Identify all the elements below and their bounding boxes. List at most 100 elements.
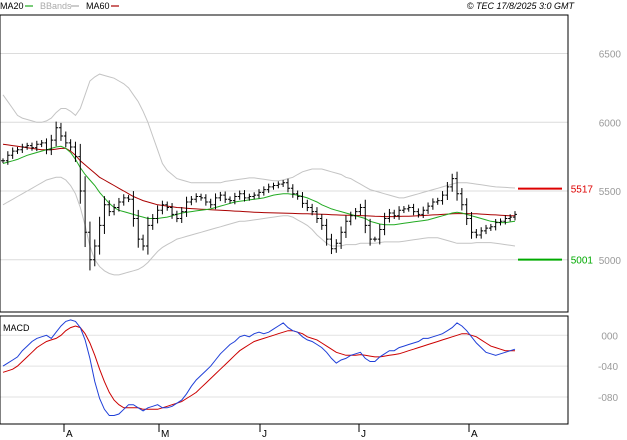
ohlc-bar xyxy=(170,203,175,219)
ohlc-bar xyxy=(339,226,344,249)
ohlc-bar xyxy=(276,181,281,189)
ohlc-bar xyxy=(508,214,513,222)
ohlc-bar xyxy=(242,190,247,202)
price-level-label: 5517 xyxy=(571,185,594,196)
price-axis-labels: 6500 6000 5500 5000 xyxy=(599,50,622,267)
ohlc-bar xyxy=(92,239,97,267)
price-level-label: 5001 xyxy=(571,256,594,267)
ohlc-bar xyxy=(49,134,54,156)
ohlc-bar xyxy=(488,223,493,231)
ohlc-bar xyxy=(102,196,107,234)
ohlc-bar xyxy=(430,198,435,210)
ohlc-bar xyxy=(324,218,329,246)
month-label: A xyxy=(471,429,478,440)
ohlc-bar xyxy=(503,215,508,225)
ohlc-bar xyxy=(203,194,208,206)
ma20-line xyxy=(2,145,516,226)
ohlc-bar xyxy=(179,207,184,223)
ohlc-bar xyxy=(281,179,286,187)
ohlc-bar xyxy=(165,201,170,211)
ohlc-bar xyxy=(455,171,460,201)
price-tick-label: 5500 xyxy=(599,187,622,198)
ohlc-bar xyxy=(493,218,498,231)
ohlc-bar xyxy=(426,202,431,214)
ohlc-bar xyxy=(136,209,141,248)
ohlc-bar xyxy=(25,142,30,150)
ohlc-bar xyxy=(271,182,276,190)
ohlc-bar xyxy=(305,199,310,212)
legend: MA20 BBands MA60 © TEC 17/8/2025 3:0 GMT xyxy=(0,1,575,11)
ohlc-bar xyxy=(228,196,233,204)
macd-gridlines xyxy=(0,334,568,398)
ohlc-bar xyxy=(314,207,319,223)
ohlc-bar xyxy=(334,239,339,253)
ohlc-bar xyxy=(257,189,261,199)
ohlc-bar xyxy=(450,173,455,192)
ohlc-bar xyxy=(150,214,155,230)
price-levels: 5517 5001 xyxy=(518,185,593,267)
ohlc-bar xyxy=(411,203,416,216)
ohlc-bar xyxy=(435,197,440,205)
ohlc-bar xyxy=(126,195,131,203)
ohlc-bar xyxy=(199,193,204,201)
month-label: J xyxy=(361,429,366,440)
price-tick-label: 6000 xyxy=(599,118,622,129)
macd-panel-frame xyxy=(0,315,569,425)
ohlc-bar xyxy=(78,143,83,204)
ohlc-bar xyxy=(469,211,474,239)
ohlc-bar xyxy=(237,190,242,200)
ohlc-bar xyxy=(300,192,305,208)
ohlc-bar xyxy=(343,215,348,238)
ohlc-bar xyxy=(58,122,63,141)
ohlc-bar xyxy=(160,200,165,215)
ohlc-bar xyxy=(416,208,421,218)
bbands-upper-line xyxy=(2,73,516,199)
ohlc-bar xyxy=(189,196,194,206)
macd-tick-label: -040 xyxy=(598,362,618,373)
macd-tick-label: -080 xyxy=(598,393,618,404)
ohlc-bar xyxy=(285,178,290,193)
ohlc-bars xyxy=(1,121,517,271)
ohlc-bar xyxy=(63,131,68,148)
ohlc-bar xyxy=(54,121,59,147)
ohlc-bar xyxy=(5,151,10,165)
ohlc-bar xyxy=(20,143,25,153)
price-tick-label: 5000 xyxy=(599,256,622,267)
ohlc-bar xyxy=(440,191,445,205)
month-label: M xyxy=(161,429,169,440)
ohlc-bar xyxy=(252,192,257,200)
ohlc-bar xyxy=(116,197,121,212)
ohlc-bar xyxy=(87,221,92,271)
ohlc-bar xyxy=(513,211,517,221)
ohlc-bar xyxy=(155,205,160,224)
ohlc-bar xyxy=(73,141,78,162)
price-tick-label: 6500 xyxy=(599,50,622,61)
price-panel-frame xyxy=(0,14,569,313)
ohlc-bar xyxy=(484,224,489,235)
ohlc-bar xyxy=(121,194,126,206)
ohlc-bar xyxy=(459,188,464,211)
legend-ma20: MA20 xyxy=(0,1,24,11)
ohlc-bar xyxy=(145,216,150,255)
ohlc-bar xyxy=(34,140,39,152)
ohlc-bar xyxy=(247,193,252,201)
ohlc-bar xyxy=(353,207,358,220)
ohlc-bar xyxy=(232,192,237,205)
ohlc-bar xyxy=(310,203,315,216)
ohlc-bar xyxy=(392,209,397,219)
ohlc-bar xyxy=(401,206,406,214)
copyright-text: © TEC 17/8/2025 3:0 GMT xyxy=(467,1,576,11)
ohlc-bar xyxy=(194,193,199,203)
ohlc-bar xyxy=(208,198,213,208)
ohlc-bar xyxy=(68,139,73,151)
ma60-line xyxy=(2,143,515,218)
macd-title: MACD xyxy=(3,323,30,333)
ohlc-bar xyxy=(377,224,382,245)
ohlc-bar xyxy=(131,191,136,227)
ohlc-bar xyxy=(464,198,469,226)
legend-bbands: BBands xyxy=(40,1,72,11)
ohlc-bar xyxy=(184,196,189,217)
ohlc-bar xyxy=(397,206,402,220)
macd-axis-labels: 000 -040 -080 xyxy=(598,331,618,404)
